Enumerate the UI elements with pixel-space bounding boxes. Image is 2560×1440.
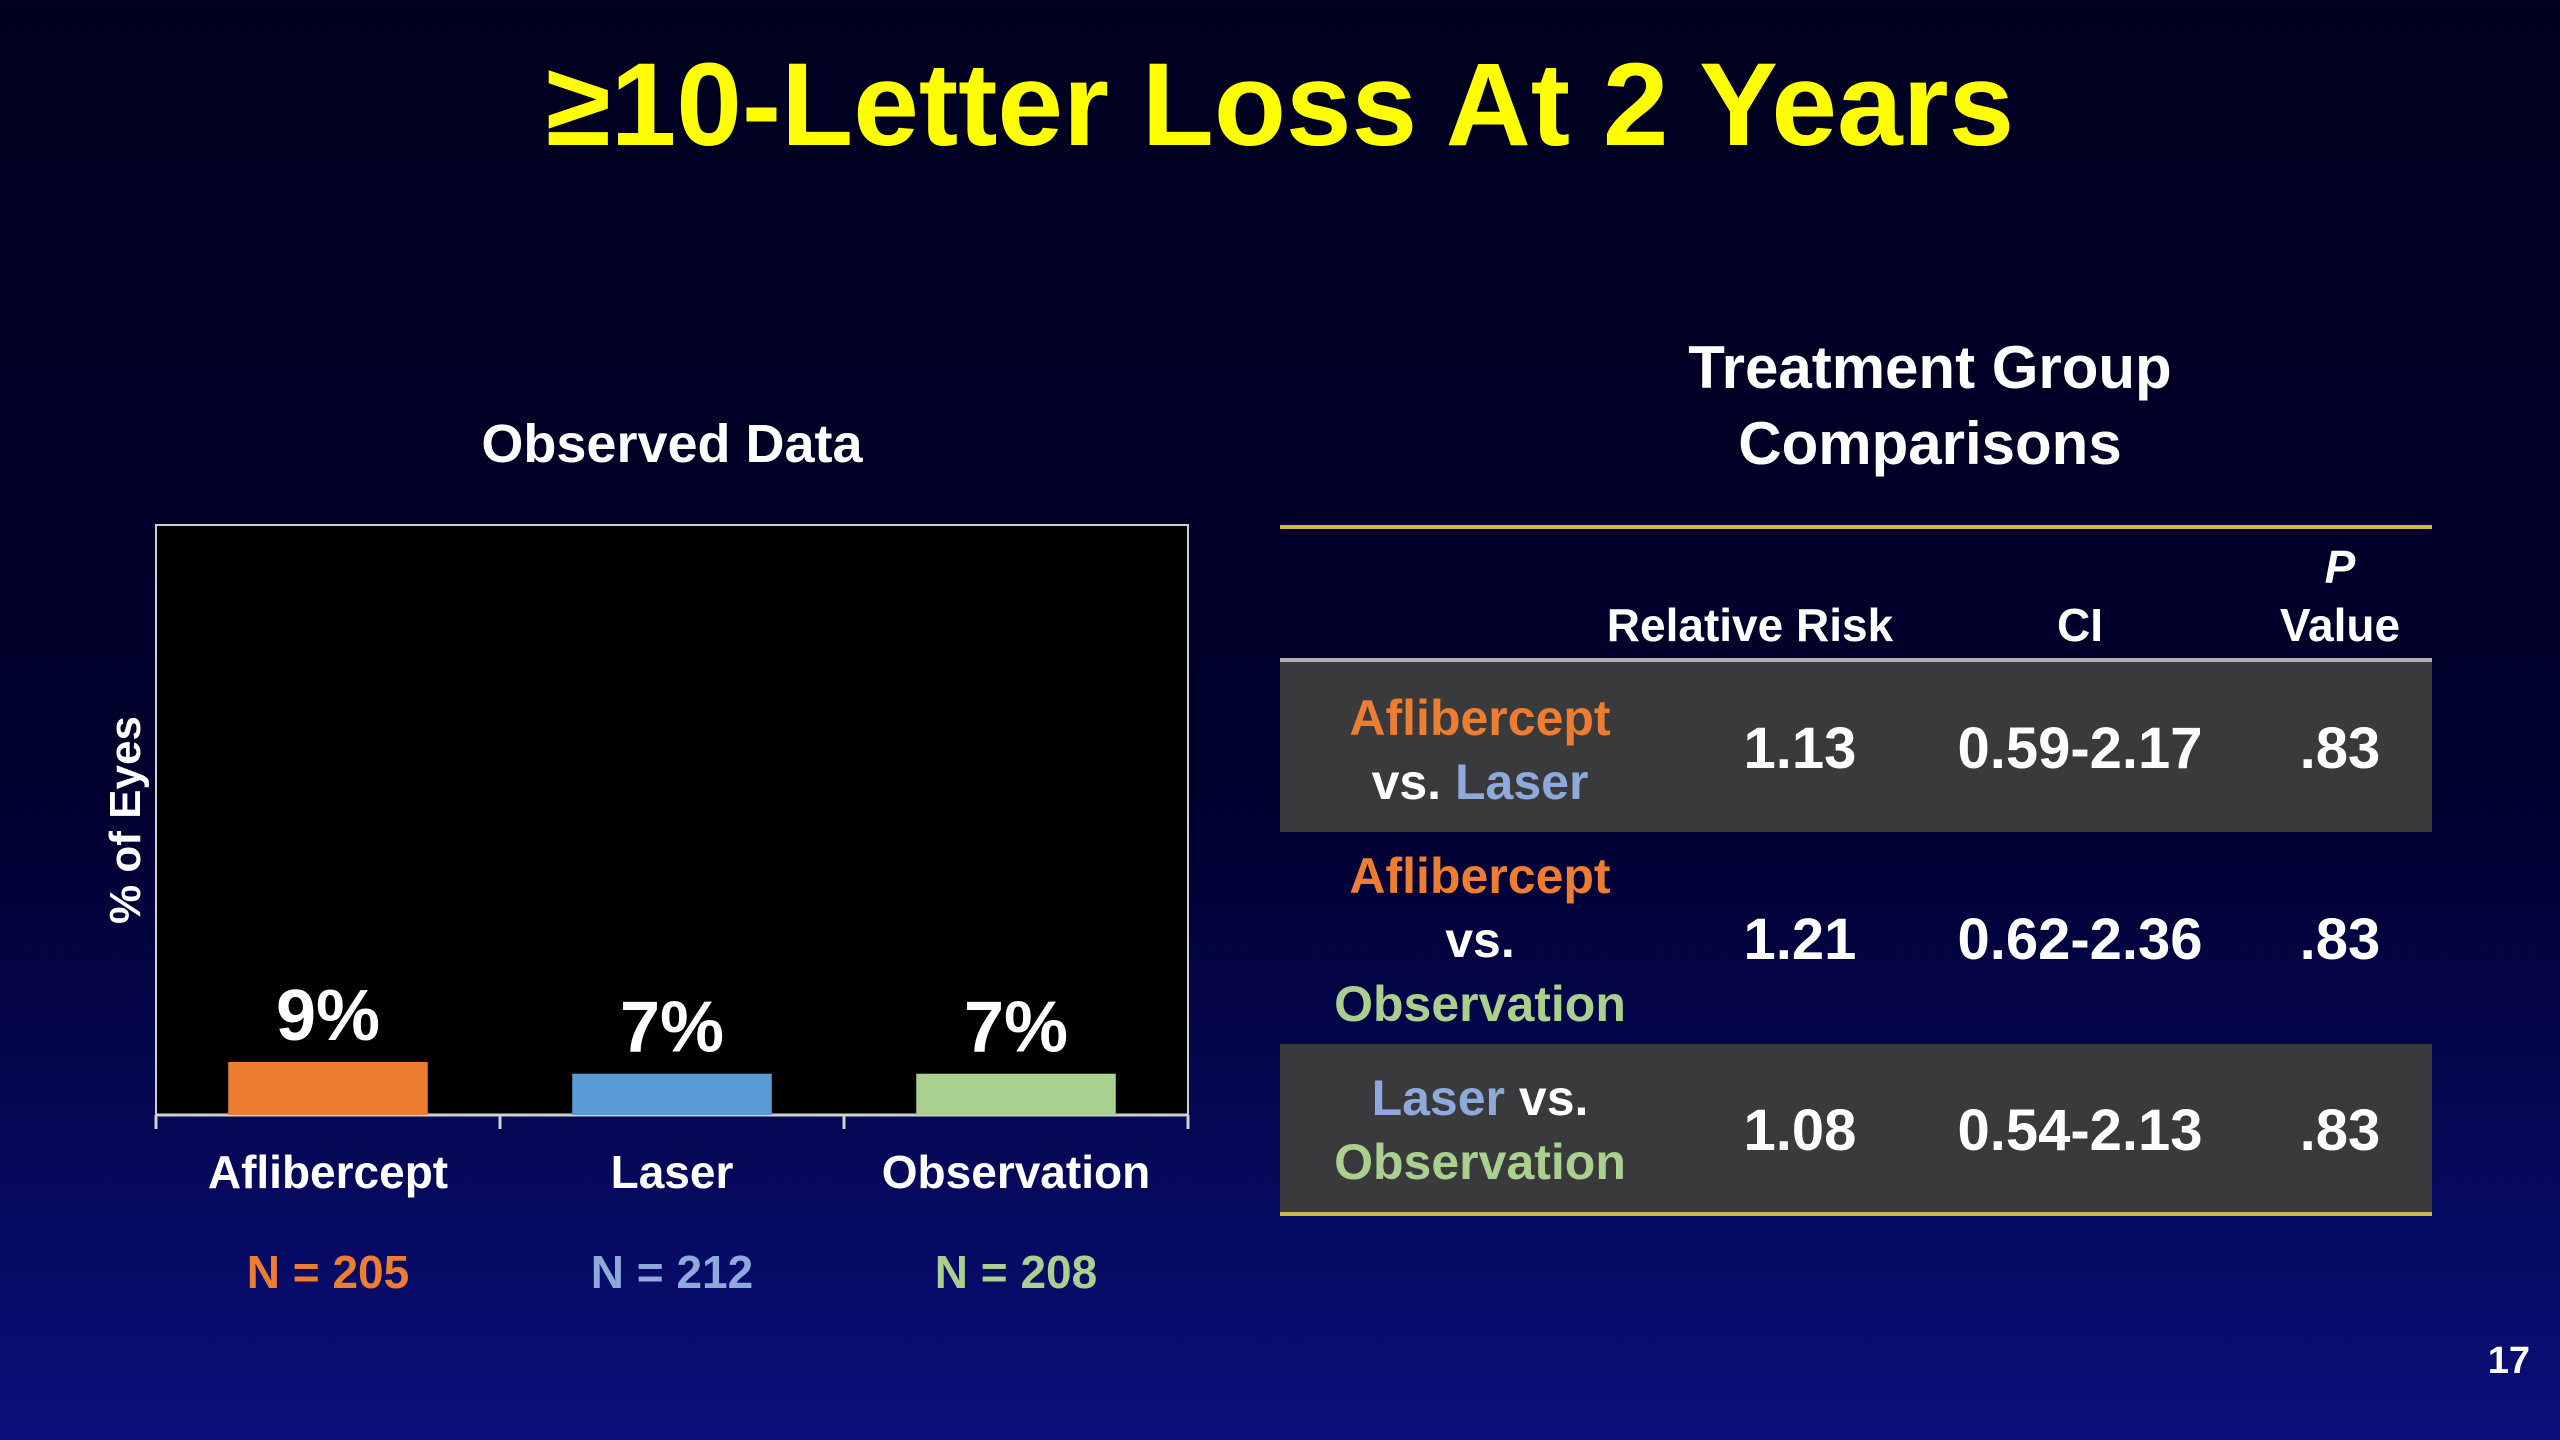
comparisons-heading: Treatment Group Comparisons: [1280, 330, 2560, 482]
row1-relative-risk: 1.13: [1743, 716, 1857, 781]
table-row-2-label: Aflibercept vs. Observation: [1280, 844, 1680, 1036]
table-row-3-label: Laser vs. Observation: [1280, 1066, 1680, 1194]
col-header-ci: CI: [2057, 599, 2103, 651]
row3-group-b: Observation: [1334, 1134, 1626, 1190]
n-label-laser: N = 212: [591, 1246, 753, 1298]
x-tick-label-aflibercept: Aflibercept: [208, 1146, 448, 1198]
row2-p-value: .83: [2299, 907, 2381, 972]
data-label-aflibercept: 9%: [276, 976, 380, 1056]
plot-area: [155, 524, 1189, 1116]
col-header-p-italic: P: [2324, 541, 2356, 593]
row1-group-a: Aflibercept: [1349, 690, 1611, 746]
row1-p-value: .83: [2299, 716, 2381, 781]
row2-group-a: Aflibercept: [1349, 848, 1611, 904]
comparisons-heading-line1: Treatment Group: [1688, 334, 2172, 401]
bar-laser: [572, 1073, 772, 1115]
row1-group-b: Laser: [1454, 754, 1589, 810]
page-number: 17: [2487, 1340, 2530, 1382]
row3-group-a: Laser: [1371, 1070, 1505, 1126]
col-header-relative-risk: Relative Risk: [1606, 599, 1894, 651]
data-label-observation: 7%: [964, 988, 1068, 1068]
row3-relative-risk: 1.08: [1743, 1098, 1857, 1163]
row3-p-value: .83: [2299, 1098, 2381, 1163]
bar-observation: [916, 1073, 1116, 1115]
row2-vs: vs.: [1445, 912, 1515, 968]
col-header-p-value: Value: [2279, 599, 2401, 651]
row3-vs: vs.: [1518, 1070, 1589, 1126]
table-bottom-rule: [1280, 1212, 2432, 1216]
row2-ci: 0.62-2.36: [1957, 907, 2203, 972]
y-axis-label: % of Eyes: [101, 716, 150, 924]
comparisons-heading-line2: Comparisons: [1738, 410, 2122, 477]
row1-vs: vs.: [1371, 754, 1442, 810]
x-tick-label-laser: Laser: [611, 1146, 734, 1198]
row3-ci: 0.54-2.13: [1957, 1098, 2203, 1163]
n-label-aflibercept: N = 205: [247, 1246, 409, 1298]
table-row-band-1: [1280, 662, 2432, 832]
n-label-observation: N = 208: [935, 1246, 1097, 1298]
table-header-rule: [1280, 658, 2432, 662]
table-row-1-label: Aflibercept vs. Laser: [1280, 686, 1680, 814]
slide-title: ≥10-Letter Loss At 2 Years: [545, 39, 2015, 171]
row2-relative-risk: 1.21: [1743, 907, 1857, 972]
row1-ci: 0.59-2.17: [1957, 716, 2203, 781]
bar-aflibercept: [228, 1061, 428, 1115]
table-top-rule: [1280, 525, 2432, 529]
row2-group-b: Observation: [1334, 976, 1626, 1032]
table-row-band-3: [1280, 1044, 2432, 1214]
x-tick-label-observation: Observation: [882, 1146, 1150, 1198]
data-label-laser: 7%: [620, 988, 724, 1068]
chart-title: Observed Data: [481, 414, 863, 474]
